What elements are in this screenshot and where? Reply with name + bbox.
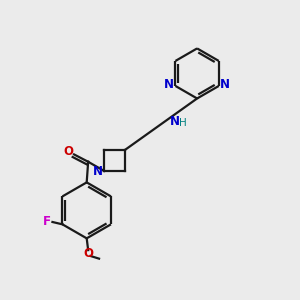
Text: O: O [64,145,74,158]
Text: N: N [164,78,174,91]
Text: N: N [93,165,103,178]
Text: F: F [43,215,51,229]
Text: N: N [170,115,180,128]
Text: H: H [179,118,187,128]
Text: O: O [83,247,93,260]
Text: N: N [220,78,230,91]
